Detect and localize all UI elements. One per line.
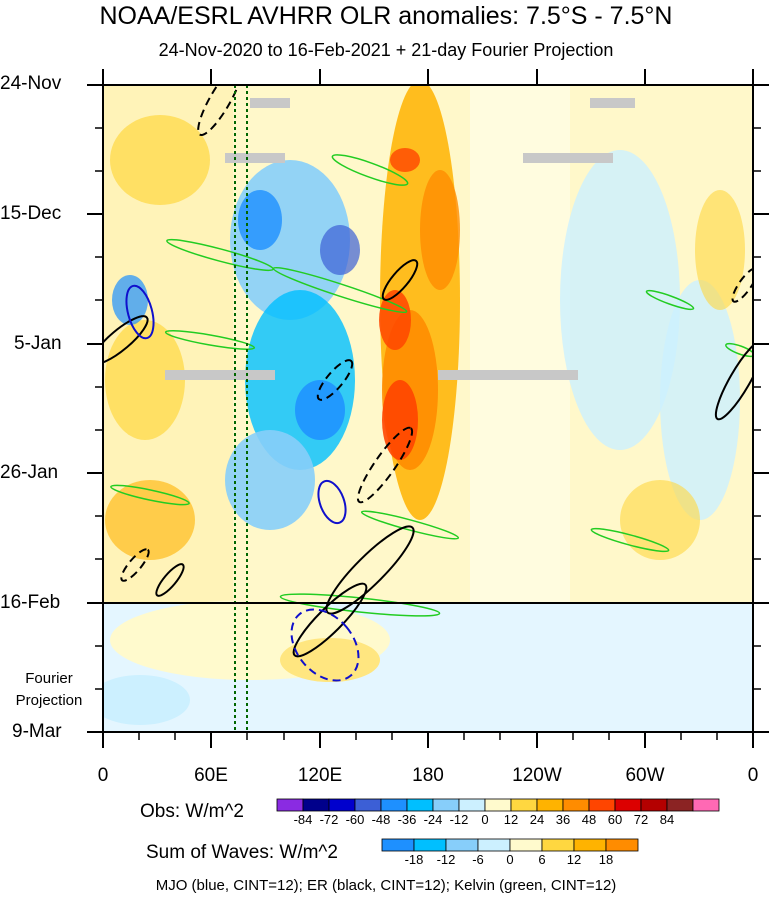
colorbar-swatch [510,798,538,812]
x-minor-ticks [138,732,718,740]
x-tick-label: 120W [512,765,562,786]
colorbar-swatch [484,798,512,812]
colorbar-swatch [588,798,616,812]
chart-title: NOAA/ESRL AVHRR OLR anomalies: 7.5°S - 7… [99,2,673,30]
colorbar-swatch [640,798,668,812]
colorbar-swatch [381,838,415,852]
projection-label: Fourier Projection [15,670,83,709]
colorbar-swatch [509,838,543,852]
colorbar-swatch [562,798,590,812]
colorbar-swatch [302,798,330,812]
x-tick-label: 0 [97,765,109,786]
colorbar-level-label: -36 [397,812,417,827]
colorbar-swatch [614,798,642,812]
colorbar-level-label: -18 [404,852,424,867]
wave-colorbar-title: Sum of Waves: W/m^2 [146,842,338,863]
colorbar-level-label: 24 [529,812,545,827]
x-ticks [102,69,754,748]
x-tick-label: 0 [747,765,759,786]
colorbar-level-label: 18 [598,852,614,867]
obs-anomaly-field [103,85,753,603]
colorbar-swatch [692,798,720,812]
colorbar-swatch [380,798,408,812]
colorbar-swatch [445,838,479,852]
y-tick-label: 16-Feb [0,592,61,613]
y-tick-label: 26-Jan [0,462,59,483]
colorbar-level-label: -6 [472,852,484,867]
colorbar-swatch [573,838,607,852]
colorbar-swatch [666,798,694,812]
y-ticks [87,84,769,733]
mjo-contours [125,284,347,525]
colorbar-swatch [541,838,575,852]
colorbar-level-label: -48 [371,812,391,827]
colorbar-level-label: 12 [503,812,519,827]
colorbar-level-label: 0 [506,852,514,867]
y-minor-ticks [95,127,761,690]
wave-colorbar [381,838,639,852]
mjo-negative-contours [290,608,360,682]
y-tick-label: 9-Mar [12,721,62,742]
colorbar-swatch [413,838,447,852]
projection-field [103,600,753,732]
colorbar-swatch [458,798,486,812]
colorbar-level-label: -24 [423,812,443,827]
colorbar-level-label: 84 [659,812,675,827]
colorbar-level-label: 12 [566,852,582,867]
colorbar-swatch [432,798,460,812]
obs-colorbar [276,798,720,812]
contour-legend-footer: MJO (blue, CINT=12); ER (black, CINT=12)… [155,877,617,894]
colorbar-swatch [536,798,564,812]
colorbar-level-label: 72 [633,812,649,827]
x-tick-label: 60E [194,765,228,786]
colorbar-level-label: -60 [345,812,365,827]
y-tick-label: 15-Dec [0,203,62,224]
colorbar-level-label: 0 [481,812,489,827]
colorbar-swatch [354,798,382,812]
obs-colorbar-title: Obs: W/m^2 [140,801,244,822]
colorbar-level-label: -72 [319,812,339,827]
y-tick-label: 5-Jan [14,333,62,354]
colorbar-level-label: 6 [538,852,546,867]
x-tick-label: 60W [625,765,665,786]
colorbar-level-label: 36 [555,812,571,827]
colorbar-swatch [406,798,434,812]
chart-subtitle: 24-Nov-2020 to 16-Feb-2021 + 21-day Four… [158,40,614,60]
colorbar-level-label: 48 [581,812,597,827]
colorbar-swatch [605,838,639,852]
y-tick-label: 24-Nov [0,73,62,94]
colorbar-level-label: -12 [436,852,456,867]
er-negative-contours [120,85,753,582]
colorbar-swatch [328,798,356,812]
colorbar-level-label: 60 [607,812,623,827]
colorbar-swatch [477,838,511,852]
colorbar-level-label: -84 [293,812,313,827]
x-tick-label: 180 [412,765,444,786]
colorbar-level-label: -12 [449,812,469,827]
x-tick-label: 120E [297,765,343,786]
colorbar-swatch [276,798,304,812]
